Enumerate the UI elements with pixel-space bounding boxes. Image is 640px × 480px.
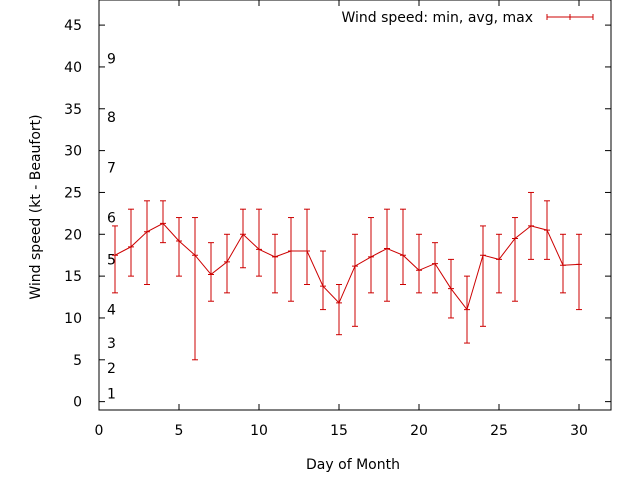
avg-point bbox=[464, 306, 470, 313]
plot-frame bbox=[98, 0, 612, 411]
avg-point bbox=[336, 299, 342, 306]
beaufort-label: 1 bbox=[107, 386, 116, 402]
avg-point bbox=[288, 248, 294, 255]
x-tick-label: 20 bbox=[410, 423, 428, 439]
beaufort-scale: 1 2 3 4 5 6 7 8 9 bbox=[107, 52, 116, 403]
avg-point bbox=[448, 285, 454, 292]
legend-point bbox=[567, 14, 573, 20]
avg-point bbox=[432, 260, 438, 267]
beaufort-label: 3 bbox=[107, 336, 116, 352]
y-tick-label: 25 bbox=[64, 185, 82, 201]
x-tick-label: 5 bbox=[175, 423, 184, 439]
avg-point bbox=[112, 252, 118, 259]
avg-point bbox=[240, 231, 246, 238]
x-tick-label: 25 bbox=[490, 423, 508, 439]
avg-point bbox=[384, 245, 390, 252]
y-tick-label: 0 bbox=[73, 395, 82, 411]
avg-point bbox=[208, 271, 214, 278]
beaufort-label: 2 bbox=[107, 361, 116, 377]
legend: Wind speed: min, avg, max bbox=[341, 10, 594, 26]
y-tick-label: 30 bbox=[64, 144, 82, 160]
y-tick-label: 5 bbox=[73, 353, 82, 369]
avg-point bbox=[512, 235, 518, 242]
x-tick-label: 0 bbox=[95, 423, 104, 439]
beaufort-label: 4 bbox=[107, 303, 116, 319]
avg-point bbox=[368, 253, 374, 260]
avg-point bbox=[256, 246, 262, 253]
avg-point bbox=[496, 256, 502, 263]
wind-speed-series bbox=[112, 191, 582, 361]
avg-point bbox=[224, 258, 230, 265]
avg-point bbox=[192, 252, 198, 259]
avg-point bbox=[528, 222, 534, 229]
legend-label: Wind speed: min, avg, max bbox=[341, 10, 533, 26]
avg-point bbox=[560, 262, 566, 269]
x-axis: 0 5 10 15 20 25 30 bbox=[95, 0, 588, 439]
y-axis-title: Wind speed (kt - Beaufort) bbox=[28, 114, 44, 299]
avg-point bbox=[304, 248, 310, 255]
y-tick-label: 20 bbox=[64, 227, 82, 243]
avg-point bbox=[320, 283, 326, 290]
avg-point bbox=[176, 237, 182, 244]
avg-point bbox=[128, 243, 134, 250]
beaufort-label: 8 bbox=[107, 110, 116, 126]
avg-line bbox=[114, 222, 580, 311]
x-tick-label: 15 bbox=[330, 423, 348, 439]
avg-point bbox=[576, 261, 582, 268]
beaufort-label: 6 bbox=[107, 211, 116, 227]
y-tick-label: 35 bbox=[64, 102, 82, 118]
avg-point bbox=[160, 220, 166, 227]
avg-point bbox=[400, 252, 406, 259]
x-tick-label: 30 bbox=[570, 423, 588, 439]
x-axis-title: Day of Month bbox=[306, 457, 400, 473]
beaufort-label: 5 bbox=[107, 252, 116, 268]
avg-point bbox=[144, 228, 150, 235]
beaufort-label: 9 bbox=[107, 52, 116, 68]
avg-point bbox=[416, 267, 422, 274]
y-tick-label: 10 bbox=[64, 311, 82, 327]
avg-point bbox=[480, 252, 486, 259]
avg-point bbox=[544, 227, 550, 234]
y-tick-label: 45 bbox=[64, 18, 82, 34]
avg-point bbox=[352, 263, 358, 270]
y-tick-label: 40 bbox=[64, 60, 82, 76]
avg-point bbox=[272, 253, 278, 260]
legend-sample bbox=[546, 14, 594, 20]
y-tick-label: 15 bbox=[64, 269, 82, 285]
x-tick-label: 10 bbox=[250, 423, 268, 439]
beaufort-label: 7 bbox=[107, 160, 116, 176]
